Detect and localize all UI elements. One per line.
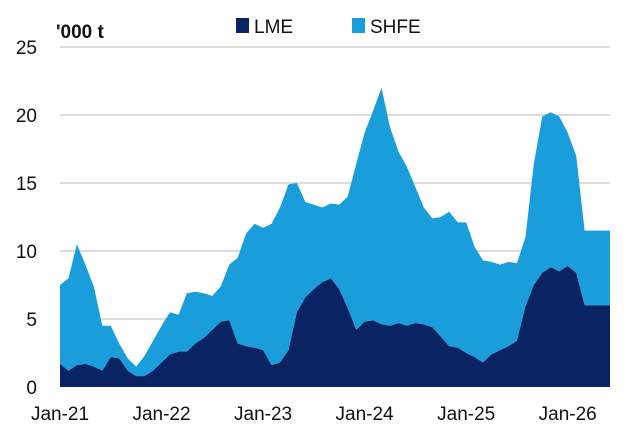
legend-label-shfe: SHFE: [370, 17, 421, 38]
x-tick-label: Jan-25: [437, 404, 495, 425]
legend-label-lme: LME: [254, 17, 293, 38]
y-tick-label: 5: [26, 310, 37, 331]
area-series: [60, 87, 610, 387]
x-tick-label: Jan-24: [336, 404, 395, 425]
y-tick-label: 10: [16, 242, 37, 263]
legend-swatch-lme: [236, 18, 249, 33]
unit-label: '000 t: [56, 22, 104, 43]
x-tick-label: Jan-21: [31, 404, 89, 425]
y-tick-label: 20: [16, 106, 37, 127]
x-tick-label: Jan-22: [132, 404, 190, 425]
y-tick-label: 0: [26, 378, 37, 399]
y-axis-ticks: 0 5 10 15 20 25: [16, 38, 37, 399]
y-tick-label: 15: [16, 174, 37, 195]
x-tick-label: Jan-26: [539, 404, 597, 425]
x-axis-ticks: Jan-21 Jan-22 Jan-23 Jan-24 Jan-25 Jan-26: [31, 404, 597, 425]
x-tick-label: Jan-23: [234, 404, 292, 425]
series-area-shfe: [60, 87, 610, 377]
legend: LME SHFE: [236, 17, 421, 38]
y-tick-label: 25: [16, 38, 37, 59]
series-area-lme: [60, 266, 610, 387]
legend-swatch-shfe: [352, 18, 365, 33]
